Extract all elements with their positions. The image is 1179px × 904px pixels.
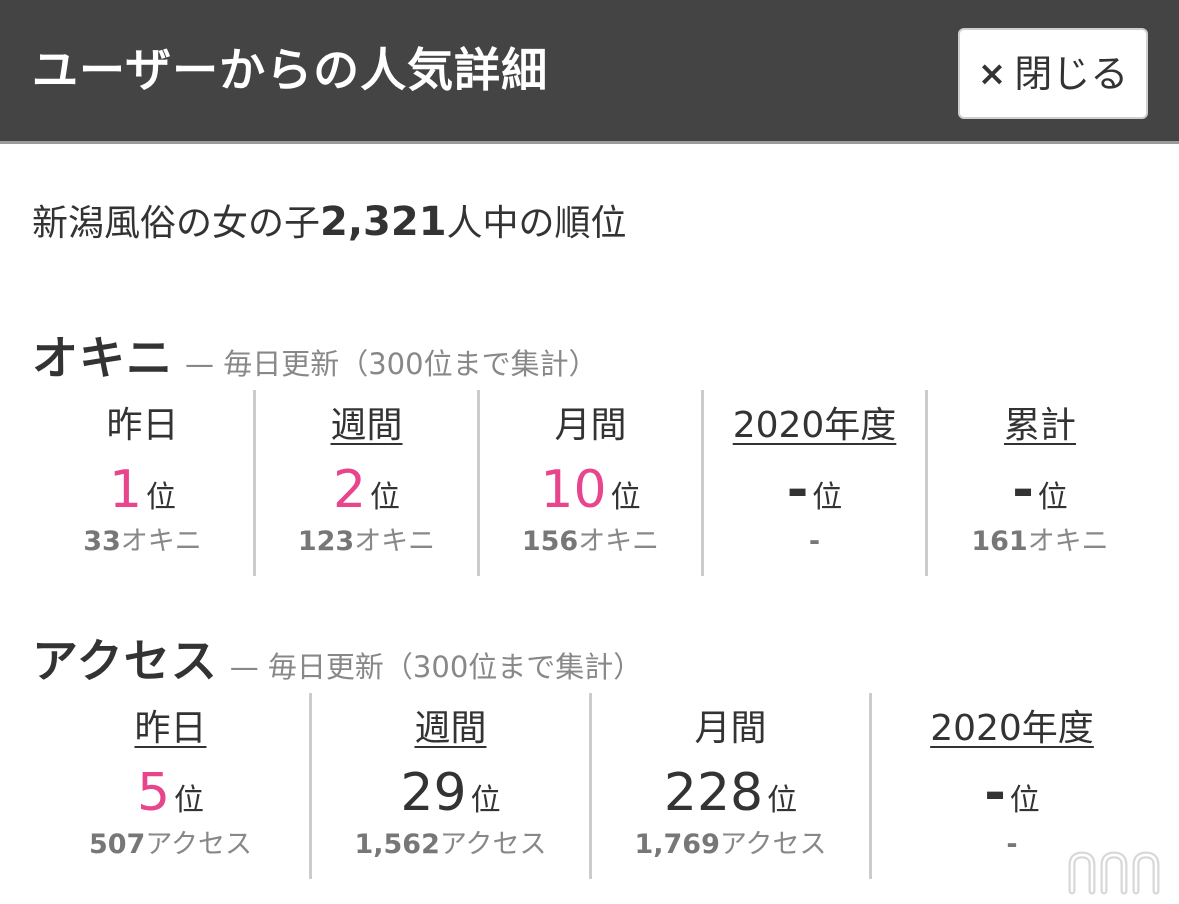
count-unit: アクセス [145,829,253,860]
okini-count: 156オキニ [480,524,701,560]
okini-rank: -位 [928,460,1152,532]
count-value: 1,562 [354,829,440,860]
access-period-label: 月間 [694,708,767,749]
access-period-label[interactable]: 2020年度 [930,708,1094,749]
access-cell[interactable]: 2020年度 - 位 - [872,693,1152,879]
close-button-label: 閉じる [1014,51,1129,96]
page-title: ユーザーからの人気詳細 [32,43,549,97]
okini-period-label: 月間 [554,405,627,446]
count-unit: アクセス [719,829,827,860]
rank-number: - [984,763,1006,823]
count-unit: オキニ [354,526,436,557]
access-period-label[interactable]: 昨日 [134,708,207,749]
access-count: - [872,827,1152,863]
access-cell: 月間 228 位 1,769アクセス [592,693,872,879]
close-button[interactable]: × 閉じる [958,28,1148,119]
count-value: 33 [83,526,121,557]
count-unit: オキニ [578,526,660,557]
summary-count: 2,321 [320,199,447,245]
rank-number: 2 [332,460,367,520]
close-icon: × [977,53,1007,94]
okini-count: - [704,524,925,560]
access-period-label[interactable]: 週間 [414,708,487,749]
count-unit: オキニ [1027,526,1109,557]
access-ranking-row: 昨日 5 位 507アクセス 週間 29 位 1,562アクセス 月間 228 位 1,769アクセス… [32,693,1152,879]
okini-period-label[interactable]: 2020年度 [732,405,897,446]
access-rank: 228 位 [592,763,869,835]
rank-number: - [1012,460,1034,520]
access-section-heading: アクセス — 毎日更新（300位まで集計） [32,625,642,691]
rank-unit: 位 [370,480,401,515]
count-value: 507 [88,829,146,860]
okini-cell: 月間 10 位 156オキニ [480,390,704,576]
count-value: - [808,526,821,557]
count-value: 156 [521,526,579,557]
summary-prefix: 新潟風俗の女の子 [32,203,321,244]
okini-period-label[interactable]: 週間 [330,405,403,446]
rank-unit: 位 [1009,783,1040,818]
okini-rank: -位 [704,460,925,532]
ranking-summary: 新潟風俗の女の子2,321人中の順位 [32,196,627,250]
rank-unit: 位 [174,783,205,818]
rank-number: 228 [663,763,764,823]
access-cell[interactable]: 昨日 5 位 507アクセス [32,693,312,879]
modal-header: ユーザーからの人気詳細 × 閉じる [0,0,1179,144]
okini-section-note: — 毎日更新（300位まで集計） [185,347,598,381]
count-value: 123 [297,526,355,557]
okini-cell[interactable]: 2020年度 - 位 - [704,390,928,576]
okini-cell[interactable]: 累計 - 位 161オキニ [928,390,1152,576]
rank-unit: 位 [1037,480,1068,515]
okini-section-title: オキニ [32,331,173,385]
rank-number: 29 [400,763,467,823]
okini-count: 161オキニ [928,524,1152,560]
access-section-note: — 毎日更新（300位まで集計） [229,650,643,684]
rank-unit: 位 [610,480,641,515]
okini-section-heading: オキニ — 毎日更新（300位まで集計） [32,322,598,388]
access-count: 507アクセス [32,827,309,863]
count-value: 161 [971,526,1028,557]
access-section-title: アクセス [32,634,218,688]
count-unit: アクセス [439,829,547,860]
access-count: 1,562アクセス [312,827,589,863]
okini-cell: 昨日 1 位 33オキニ [32,390,256,576]
access-rank: -位 [872,763,1152,835]
okini-count: 123オキニ [256,524,477,560]
brand-watermark-icon [1068,851,1160,895]
rank-number: 1 [108,460,143,520]
count-value: 1,769 [634,829,720,860]
access-rank: 29 位 [312,763,589,835]
okini-period-label: 昨日 [106,405,179,446]
summary-suffix: 人中の順位 [446,203,627,244]
rank-number: 10 [540,460,607,520]
rank-unit: 位 [146,480,177,515]
okini-period-label[interactable]: 累計 [1003,405,1076,446]
rank-number: - [786,460,809,520]
rank-unit: 位 [470,783,501,818]
access-cell[interactable]: 週間 29 位 1,562アクセス [312,693,592,879]
okini-ranking-row: 昨日 1 位 33オキニ 週間 2 位 123オキニ 月間 10 位 156オキニ 2020年度 - 位 - 累… [32,390,1152,576]
rank-unit: 位 [812,480,843,515]
count-value: - [1006,829,1018,860]
okini-rank: 10 位 [480,460,701,532]
access-count: 1,769アクセス [592,827,869,863]
count-unit: オキニ [120,526,202,557]
rank-unit: 位 [767,783,798,818]
rank-number: 5 [136,763,171,823]
okini-cell[interactable]: 週間 2 位 123オキニ [256,390,480,576]
okini-count: 33オキニ [32,524,253,560]
